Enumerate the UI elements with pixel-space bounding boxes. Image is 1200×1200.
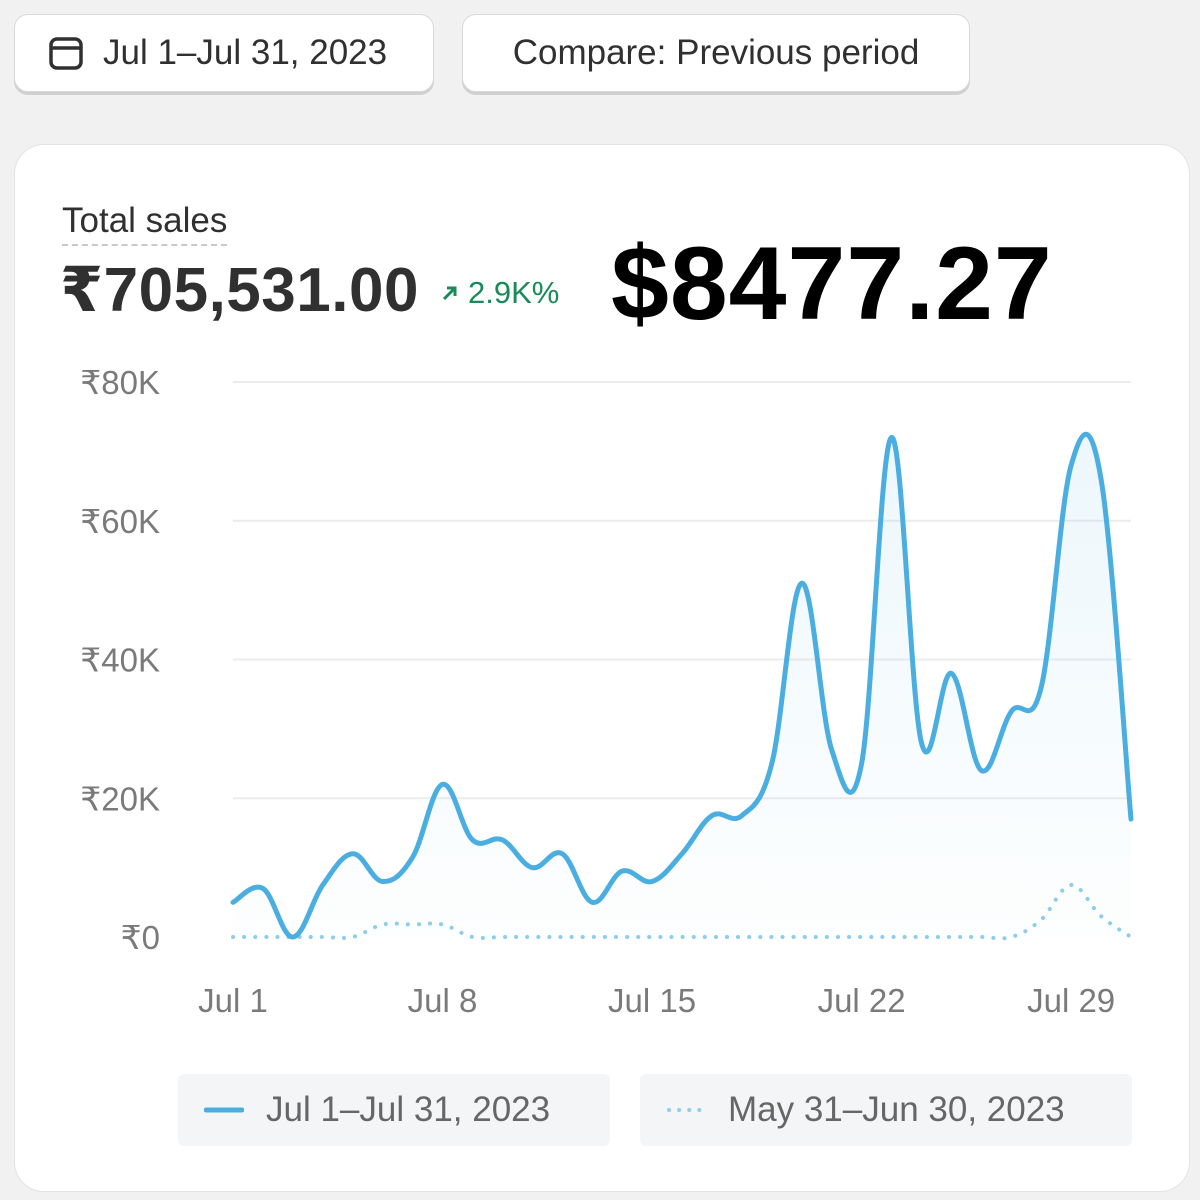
overlay-price: $8477.27: [611, 226, 1053, 342]
sales-card: Total sales ₹705,531.00 2.9K% $8477.27: [14, 144, 1190, 1192]
legend-dotted-line-icon: [666, 1106, 706, 1114]
change-value: 2.9K%: [468, 275, 560, 310]
legend-solid-line-icon: [204, 1106, 244, 1114]
metric-value: ₹705,531.00: [60, 256, 419, 325]
x-tick-label: Jul 15: [608, 982, 696, 1019]
y-tick-label: ₹60K: [80, 503, 160, 540]
x-tick-label: Jul 29: [1027, 982, 1115, 1019]
y-tick-label: ₹0: [121, 919, 160, 956]
date-range-button[interactable]: Jul 1–Jul 31, 2023: [14, 14, 434, 92]
metric-title[interactable]: Total sales: [62, 201, 228, 246]
legend-current-label: Jul 1–Jul 31, 2023: [266, 1090, 551, 1129]
x-tick-label: Jul 8: [408, 982, 478, 1019]
date-range-label: Jul 1–Jul 31, 2023: [103, 33, 388, 72]
x-tick-label: Jul 22: [818, 982, 906, 1019]
series-line-current-period: [230, 432, 1134, 940]
x-tick-label: Jul 1: [198, 982, 268, 1019]
compare-label: Compare: Previous period: [512, 33, 920, 72]
y-tick-label: ₹80K: [80, 364, 160, 401]
series-area-current-period: [233, 434, 1131, 938]
calendar-icon: [47, 34, 85, 72]
arrow-up-right-icon: [442, 286, 457, 301]
legend-previous-period[interactable]: May 31–Jun 30, 2023: [640, 1074, 1132, 1146]
compare-period-button[interactable]: Compare: Previous period: [462, 14, 970, 92]
y-tick-label: ₹20K: [80, 780, 160, 817]
change-badge: 2.9K%: [440, 275, 559, 311]
y-tick-label: ₹40K: [80, 642, 160, 679]
legend-current-period[interactable]: Jul 1–Jul 31, 2023: [178, 1074, 610, 1146]
legend-previous-label: May 31–Jun 30, 2023: [728, 1090, 1065, 1129]
